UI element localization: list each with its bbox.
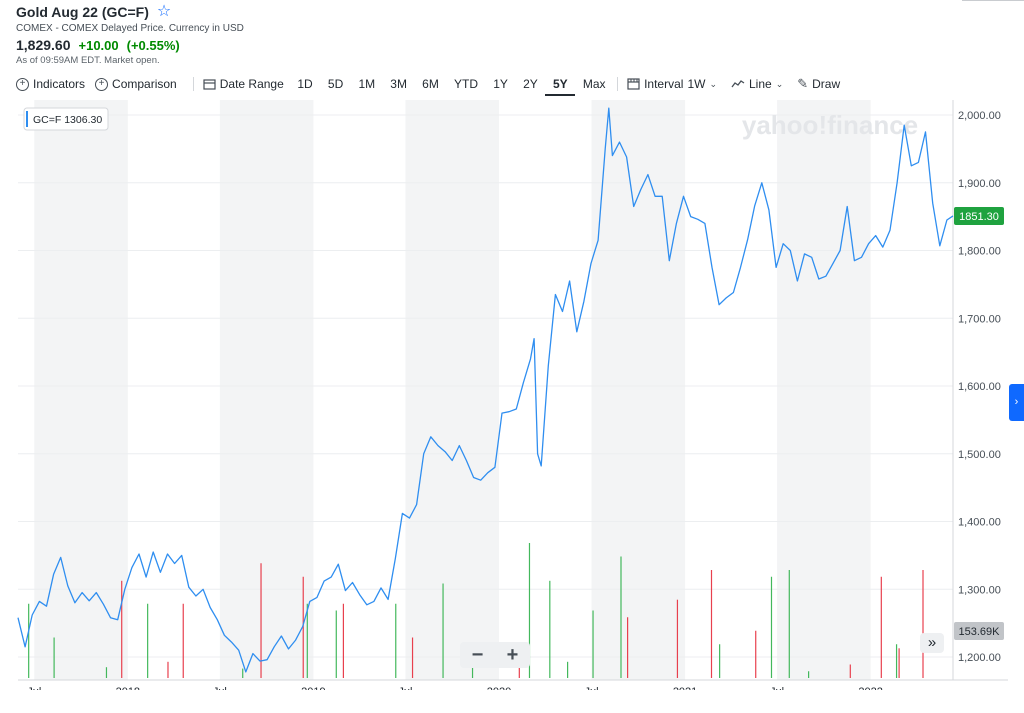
x-tick-label: 2020	[487, 686, 511, 690]
y-tick-label: 1,200.00	[958, 652, 1001, 664]
price-chart[interactable]: yahoo!finance 1,200.00 1,300.00 1,400.00 1,5…	[0, 100, 1024, 690]
zoom-controls: − +	[460, 642, 530, 668]
y-tick-label: 1,700.00	[958, 313, 1001, 325]
range-1d[interactable]: 1D	[297, 77, 313, 91]
y-tick-label: 1,900.00	[958, 178, 1001, 190]
volume-label: 153.69K	[959, 626, 1001, 638]
range-5y[interactable]: 5Y	[545, 77, 576, 96]
chart-toolbar: + Indicators + Comparison Date Range 1D 5…	[16, 74, 984, 96]
interval-value: 1W	[687, 77, 706, 91]
top-edge-line	[962, 0, 1024, 1]
interval-label: Interval	[644, 77, 684, 91]
x-tick-label: 2021	[673, 686, 697, 690]
x-tick-label: 2022	[858, 686, 882, 690]
indicators-button[interactable]: + Indicators	[16, 77, 85, 91]
x-tick-label: Jul	[398, 686, 412, 690]
range-2y[interactable]: 2Y	[523, 77, 538, 91]
toolbar-divider	[192, 77, 194, 91]
interval-icon	[627, 78, 640, 90]
indicators-label: Indicators	[33, 77, 86, 91]
line-chart-icon	[731, 80, 745, 88]
chevron-right-icon: ›	[1014, 396, 1019, 408]
range-max[interactable]: Max	[582, 77, 606, 91]
date-range-button[interactable]: Date Range	[203, 77, 284, 91]
pencil-icon: ✎	[797, 76, 809, 91]
y-tick-label: 1,400.00	[958, 517, 1001, 529]
chart-type-button[interactable]: Line ⌄	[731, 77, 783, 91]
shaded-period	[405, 100, 499, 680]
quote-header: Gold Aug 22 (GC=F) ☆ COMEX - COMEX Delay…	[16, 3, 244, 67]
comparison-label: Comparison	[112, 77, 177, 91]
star-icon[interactable]: ☆	[156, 3, 172, 20]
price-line	[17, 107, 954, 673]
x-tick-label: Jul	[584, 686, 598, 690]
range-3m[interactable]: 3M	[390, 77, 407, 91]
plus-circle-icon: +	[95, 77, 109, 91]
range-1y[interactable]: 1Y	[493, 77, 508, 91]
toolbar-divider	[617, 77, 619, 91]
zoom-in-button[interactable]: +	[506, 644, 519, 666]
legend-box	[23, 107, 109, 131]
y-tick-label: 2,000.00	[958, 110, 1001, 122]
x-tick-label: Jul	[213, 686, 227, 690]
y-tick-label: 1,600.00	[958, 381, 1001, 393]
chevron-down-icon: ⌄	[709, 78, 717, 89]
instrument-title: Gold Aug 22 (GC=F)	[16, 4, 149, 20]
chart-type-label: Line	[749, 77, 772, 91]
range-ytd[interactable]: YTD	[454, 77, 479, 91]
current-price-badge	[954, 206, 1004, 225]
plus-circle-icon: +	[16, 77, 29, 91]
shaded-period	[591, 100, 686, 680]
price-change: +10.00	[78, 38, 119, 53]
expand-panel-tab[interactable]: ›	[1009, 384, 1024, 421]
zoom-out-button[interactable]: −	[471, 644, 484, 666]
current-price-label: 1851.30	[959, 211, 999, 223]
comparison-button[interactable]: + Comparison	[95, 77, 177, 91]
shaded-period	[777, 100, 871, 680]
range-1m[interactable]: 1M	[358, 77, 376, 91]
y-tick-label: 1,800.00	[958, 246, 1001, 258]
exchange-info: COMEX - COMEX Delayed Price. Currency in…	[16, 23, 244, 34]
volume-badge	[954, 622, 1004, 640]
x-tick-label: Jul	[27, 686, 41, 690]
quote-timestamp: As of 09:59AM EDT. Market open.	[16, 55, 160, 66]
range-5d[interactable]: 5D	[327, 77, 344, 91]
double-chevron-right-icon: »	[927, 634, 937, 651]
price-change-percent: (+0.55%)	[126, 38, 180, 53]
x-tick-label: 2019	[301, 686, 325, 690]
calendar-icon	[203, 79, 216, 90]
legend-label: GC=F 1306.30	[33, 114, 102, 126]
draw-label: Draw	[812, 77, 841, 91]
shaded-period	[219, 100, 314, 680]
interval-button[interactable]: Interval 1W ⌄	[627, 77, 717, 91]
watermark: yahoo!finance	[742, 110, 918, 140]
scroll-to-latest-button[interactable]: »	[920, 633, 944, 653]
chevron-down-icon: ⌄	[775, 78, 784, 89]
y-tick-label: 1,300.00	[958, 584, 1001, 596]
range-6m[interactable]: 6M	[422, 77, 439, 91]
shaded-period	[34, 100, 128, 680]
range-selector: 1D 5D 1M 3M 6M YTD 1Y 2Y 5Y Max	[290, 77, 613, 96]
legend-swatch	[26, 111, 28, 127]
y-tick-label: 1,500.00	[958, 449, 1001, 461]
last-price: 1,829.60	[16, 37, 71, 53]
x-tick-label: Jul	[770, 686, 784, 690]
x-tick-label: 2018	[116, 686, 140, 690]
draw-button[interactable]: ✎ Draw	[797, 76, 840, 92]
date-range-label: Date Range	[219, 77, 284, 91]
